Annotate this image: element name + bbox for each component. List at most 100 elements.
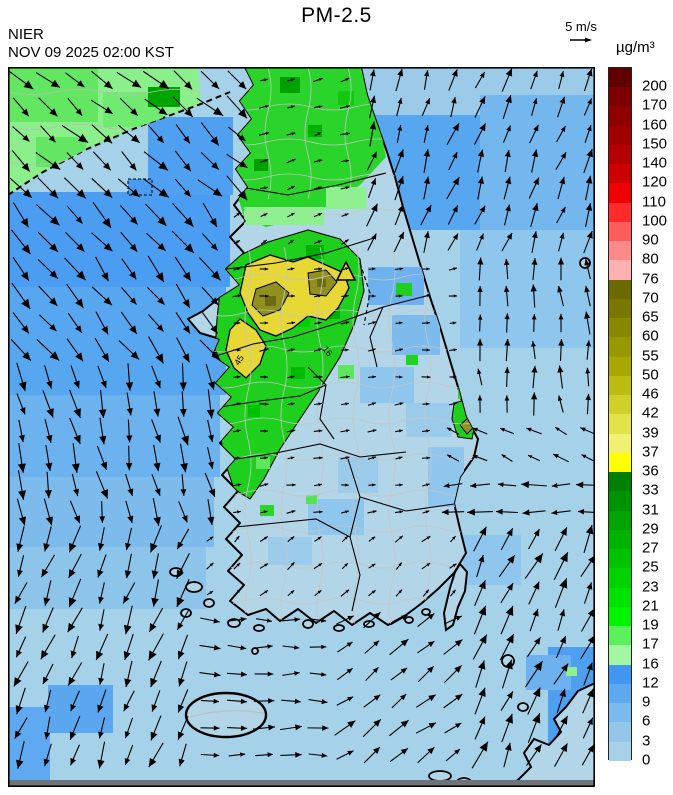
wind-arrow-head [587, 608, 595, 618]
pm-cell [254, 159, 268, 171]
wind-arrow-head [528, 455, 533, 459]
colorbar-segment [609, 645, 631, 665]
pm-cell [148, 87, 180, 107]
wind-arrow-head [14, 595, 22, 604]
wind-arrow-head [560, 715, 568, 725]
wind-arrow-head [557, 395, 563, 402]
wind-arrow-head [101, 352, 109, 362]
wind-arrow-head [184, 216, 194, 227]
wind-arrow-head [236, 589, 241, 593]
wind-arrow-head [479, 96, 486, 105]
wind-arrow-head [451, 69, 458, 77]
wind-arrow-head [236, 562, 241, 567]
wind-arrow-head [399, 429, 403, 433]
wind-arrow-head [425, 510, 430, 514]
wind-arrow-head [103, 242, 113, 252]
wind-arrow-head [70, 650, 77, 659]
county-boundary [264, 67, 272, 200]
wind-arrow-head [398, 589, 403, 594]
wind-arrow-head [264, 186, 269, 190]
wind-arrow-head [399, 535, 403, 540]
wind-arrow-head [290, 348, 295, 352]
wind-arrow-head [478, 716, 486, 725]
wind-arrow-head [479, 123, 486, 132]
datetime-label: NOV 09 2025 02:00 KST [8, 44, 174, 61]
wind-arrow-head [68, 676, 76, 686]
county-boundary [8, 89, 201, 95]
wind-arrow-head [148, 650, 157, 661]
wind-arrow-head [321, 699, 328, 705]
county-boundary [388, 246, 396, 625]
wind-arrow-head [129, 297, 137, 305]
wind-arrow-head [238, 134, 246, 141]
wind-arrow-head [46, 434, 53, 443]
wind-arrow-head [586, 125, 592, 132]
wind-arrow-head [506, 691, 513, 699]
wind-arrow-head [345, 375, 350, 379]
wind-arrow-head [371, 233, 377, 240]
page-title: PM-2.5 [301, 4, 372, 27]
wind-arrow-head [291, 132, 296, 136]
wind-arrow-head [150, 731, 158, 741]
wind-arrow-head [344, 536, 348, 540]
wind-arrow-head [291, 510, 296, 514]
wind-arrow-head [318, 348, 323, 352]
wind-arrow-head [559, 96, 566, 104]
wind-arrow-head [500, 428, 505, 432]
colorbar-tick-label: 80 [642, 250, 659, 268]
colorbar-segment [609, 395, 631, 415]
wind-arrow-head [318, 429, 323, 433]
china-coastline-dashed [7, 91, 231, 196]
colorbar-segment [609, 626, 631, 646]
wind-arrow-head [581, 454, 587, 459]
wind-arrow-head [318, 402, 322, 406]
wind-arrow-head [40, 649, 49, 660]
wind-arrow-head [344, 239, 349, 243]
wind-arrow-head [585, 175, 593, 184]
wind-arrow-head [69, 542, 77, 553]
wind-arrow-head [211, 351, 221, 360]
wind-arrow-head [151, 597, 159, 607]
wind-arrow-head [397, 175, 404, 185]
wind-arrow-head [206, 409, 215, 419]
wind-arrow-head [210, 325, 218, 334]
colorbar-tick-label: 19 [642, 616, 659, 634]
wind-arrow-head [345, 456, 350, 460]
wind-arrow-head [22, 134, 30, 142]
wind-arrow-head [506, 633, 514, 644]
wind-arrow-head [71, 463, 80, 473]
colorbar-segment [609, 106, 631, 126]
wind-arrow-head [73, 408, 81, 419]
wind-arrow-head [263, 78, 268, 82]
wind-arrow-head [76, 80, 85, 88]
pm-cell [406, 403, 452, 437]
wind-arrow-head [555, 427, 560, 432]
wind-arrow-head [346, 132, 350, 136]
wind-arrow-head [506, 528, 513, 537]
islands [169, 257, 596, 788]
wind-arrow-head [75, 352, 84, 362]
colorbar-segment [609, 568, 631, 588]
wind-arrow-head [426, 321, 431, 325]
wind-arrow-head [534, 637, 541, 645]
wind-arrow-head [345, 589, 350, 594]
wind-arrow-head [236, 267, 241, 271]
wind-arrow-head [290, 267, 295, 271]
wind-arrow-head [99, 516, 106, 523]
wind-arrow-head [75, 216, 83, 224]
colorbar-segment [609, 472, 631, 492]
wind-arrow-head [73, 434, 81, 444]
wind-arrow-head [425, 402, 430, 406]
wind-arrow-head [530, 392, 538, 400]
pm-cell [268, 537, 312, 565]
wind-arrow-head [399, 402, 404, 406]
colorbar-segment [609, 144, 631, 165]
wind-arrow-head [399, 348, 403, 352]
province-boundary [239, 172, 387, 196]
wind-arrow-head [505, 95, 512, 104]
wind-arrow-head [157, 216, 167, 226]
wind-arrow-head [265, 105, 269, 109]
wind-arrow-head [44, 490, 52, 499]
wind-arrow-head [369, 69, 376, 77]
